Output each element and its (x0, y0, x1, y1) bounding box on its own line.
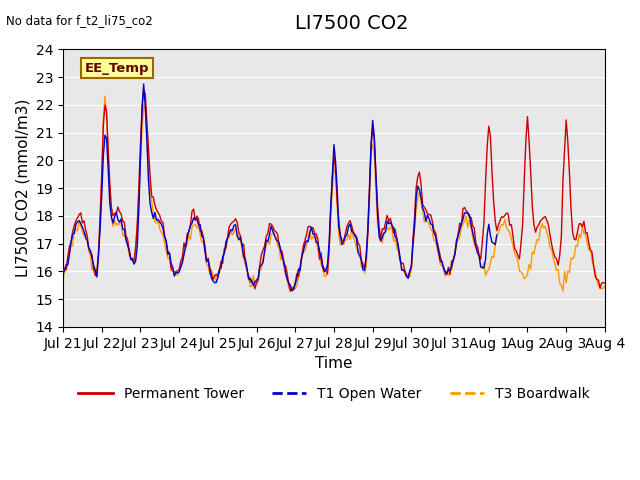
Text: LI7500 CO2: LI7500 CO2 (295, 14, 409, 34)
Text: EE_Temp: EE_Temp (84, 61, 149, 74)
Text: No data for f_t2_li75_co2: No data for f_t2_li75_co2 (6, 14, 153, 27)
Y-axis label: LI7500 CO2 (mmol/m3): LI7500 CO2 (mmol/m3) (15, 99, 30, 277)
X-axis label: Time: Time (316, 356, 353, 371)
Legend: Permanent Tower, T1 Open Water, T3 Boardwalk: Permanent Tower, T1 Open Water, T3 Board… (72, 381, 596, 406)
